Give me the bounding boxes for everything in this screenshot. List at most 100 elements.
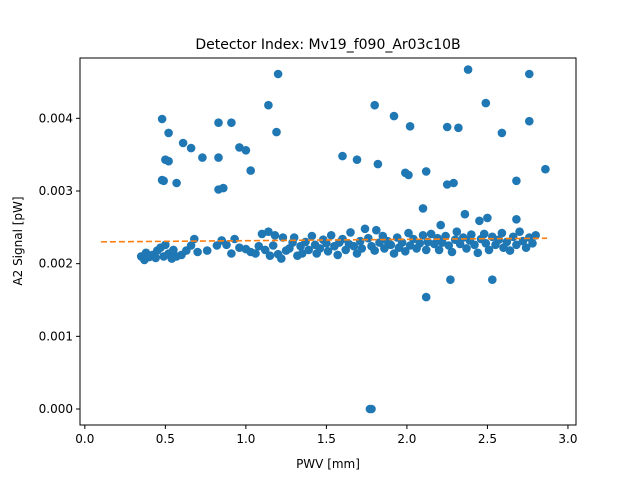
data-point	[405, 122, 415, 131]
data-point	[505, 246, 515, 255]
y-tick-label: 0.000	[39, 402, 73, 416]
data-point	[367, 404, 376, 414]
data-point	[338, 151, 347, 161]
data-point	[389, 111, 399, 121]
data-point	[418, 204, 428, 213]
data-point	[418, 231, 428, 240]
data-point	[446, 275, 455, 285]
data-point	[481, 98, 491, 108]
data-point	[178, 138, 188, 148]
data-point	[186, 241, 196, 250]
data-point	[297, 249, 307, 258]
data-point	[494, 235, 504, 244]
data-point	[346, 228, 355, 237]
data-point	[349, 241, 359, 251]
y-tick-label: 0.002	[39, 257, 73, 271]
data-point	[426, 229, 436, 239]
data-point	[251, 249, 260, 258]
data-point	[444, 241, 454, 250]
data-point	[338, 234, 347, 244]
data-point	[214, 153, 223, 162]
data-point	[190, 234, 199, 244]
data-point	[463, 65, 473, 74]
data-point	[370, 100, 380, 110]
data-point	[235, 143, 244, 152]
data-point	[502, 237, 512, 247]
data-point	[481, 239, 491, 248]
x-tick-label: 3.0	[558, 432, 577, 446]
data-point	[438, 238, 447, 247]
data-point	[512, 215, 521, 224]
data-point	[360, 224, 370, 234]
data-point	[421, 245, 431, 255]
data-point	[273, 69, 283, 79]
data-point	[415, 239, 425, 248]
data-point	[512, 240, 521, 250]
data-point	[198, 153, 207, 162]
data-point	[254, 241, 264, 251]
data-point	[202, 246, 212, 255]
data-point	[264, 100, 273, 110]
data-point	[401, 247, 410, 256]
data-point	[372, 225, 381, 235]
data-point	[484, 245, 494, 255]
data-point	[525, 116, 534, 126]
data-point	[404, 170, 413, 180]
data-point	[515, 227, 524, 236]
data-point	[497, 128, 507, 138]
y-tick-label: 0.003	[39, 184, 73, 198]
data-point	[488, 275, 497, 285]
data-point	[277, 254, 286, 263]
y-tick-label: 0.004	[39, 111, 73, 125]
data-point	[521, 243, 531, 252]
data-point	[227, 118, 236, 127]
data-point	[370, 246, 380, 255]
data-point	[373, 159, 383, 169]
data-point	[452, 227, 462, 236]
data-point	[357, 244, 367, 253]
x-tick-label: 2.5	[478, 432, 497, 446]
data-point	[531, 231, 540, 240]
data-point	[241, 146, 251, 155]
data-point	[380, 244, 389, 253]
y-tick-label: 0.001	[39, 329, 73, 343]
data-point	[462, 244, 471, 253]
data-point	[512, 176, 521, 186]
data-point	[169, 245, 178, 255]
data-point	[436, 220, 446, 230]
data-point	[449, 178, 458, 188]
data-point	[352, 155, 362, 164]
data-point	[483, 213, 492, 223]
data-point	[397, 238, 407, 247]
data-point	[186, 143, 196, 153]
data-point	[164, 156, 173, 166]
data-point	[441, 231, 450, 241]
data-point	[264, 227, 273, 236]
data-point	[364, 233, 373, 243]
data-point	[455, 239, 465, 249]
data-point	[307, 231, 317, 241]
x-tick-label: 1.0	[236, 432, 255, 446]
data-point	[525, 69, 534, 79]
data-point	[460, 209, 470, 219]
x-axis: 0.0 0.5 1.0 1.5 2.0 2.5 3.0	[75, 425, 577, 446]
data-point	[301, 237, 310, 247]
data-point	[172, 178, 181, 188]
data-point	[323, 247, 333, 256]
x-tick-label: 0.0	[75, 432, 94, 446]
data-point	[304, 245, 314, 255]
data-point	[222, 240, 231, 250]
x-tick-label: 1.5	[317, 432, 336, 446]
y-axis-label: A2 Signal [pW]	[11, 196, 25, 285]
data-point	[497, 228, 507, 238]
data-point	[230, 234, 239, 244]
data-point	[268, 241, 278, 250]
data-point	[193, 247, 202, 257]
data-point	[161, 240, 170, 250]
fit-line-group	[100, 237, 548, 243]
plot-frame	[79, 57, 577, 426]
x-tick-label: 2.0	[397, 432, 416, 446]
data-point	[409, 234, 418, 244]
data-point	[389, 249, 399, 258]
